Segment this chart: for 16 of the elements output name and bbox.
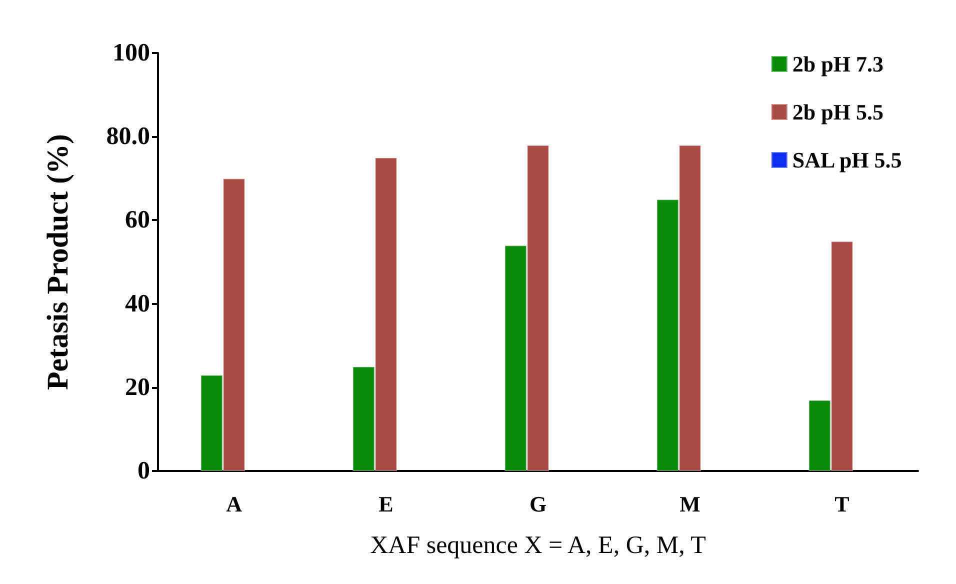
y-tick-label: 100 [112, 40, 150, 66]
x-axis-title: XAF sequence X = A, E, G, M, T [370, 532, 706, 559]
y-axis-title: Petasis Product (%) [42, 134, 74, 390]
y-tick-label: 40 [125, 290, 150, 318]
x-tick-label: M [680, 492, 701, 516]
y-tick-label: 20 [125, 374, 150, 401]
x-tick-label: G [529, 492, 547, 516]
y-tick-label: 80.0 [106, 123, 150, 150]
legend-label: 2b pH 7.3 [792, 52, 884, 76]
x-tick-label: A [226, 492, 242, 516]
x-tick-label: T [834, 492, 850, 516]
legend-label: 2b pH 5.5 [792, 100, 884, 124]
y-tick-label: 0 [138, 458, 150, 484]
y-tick-label: 60 [125, 206, 150, 234]
x-tick-label: E [378, 492, 394, 516]
legend-label: SAL pH 5.5 [792, 148, 902, 172]
